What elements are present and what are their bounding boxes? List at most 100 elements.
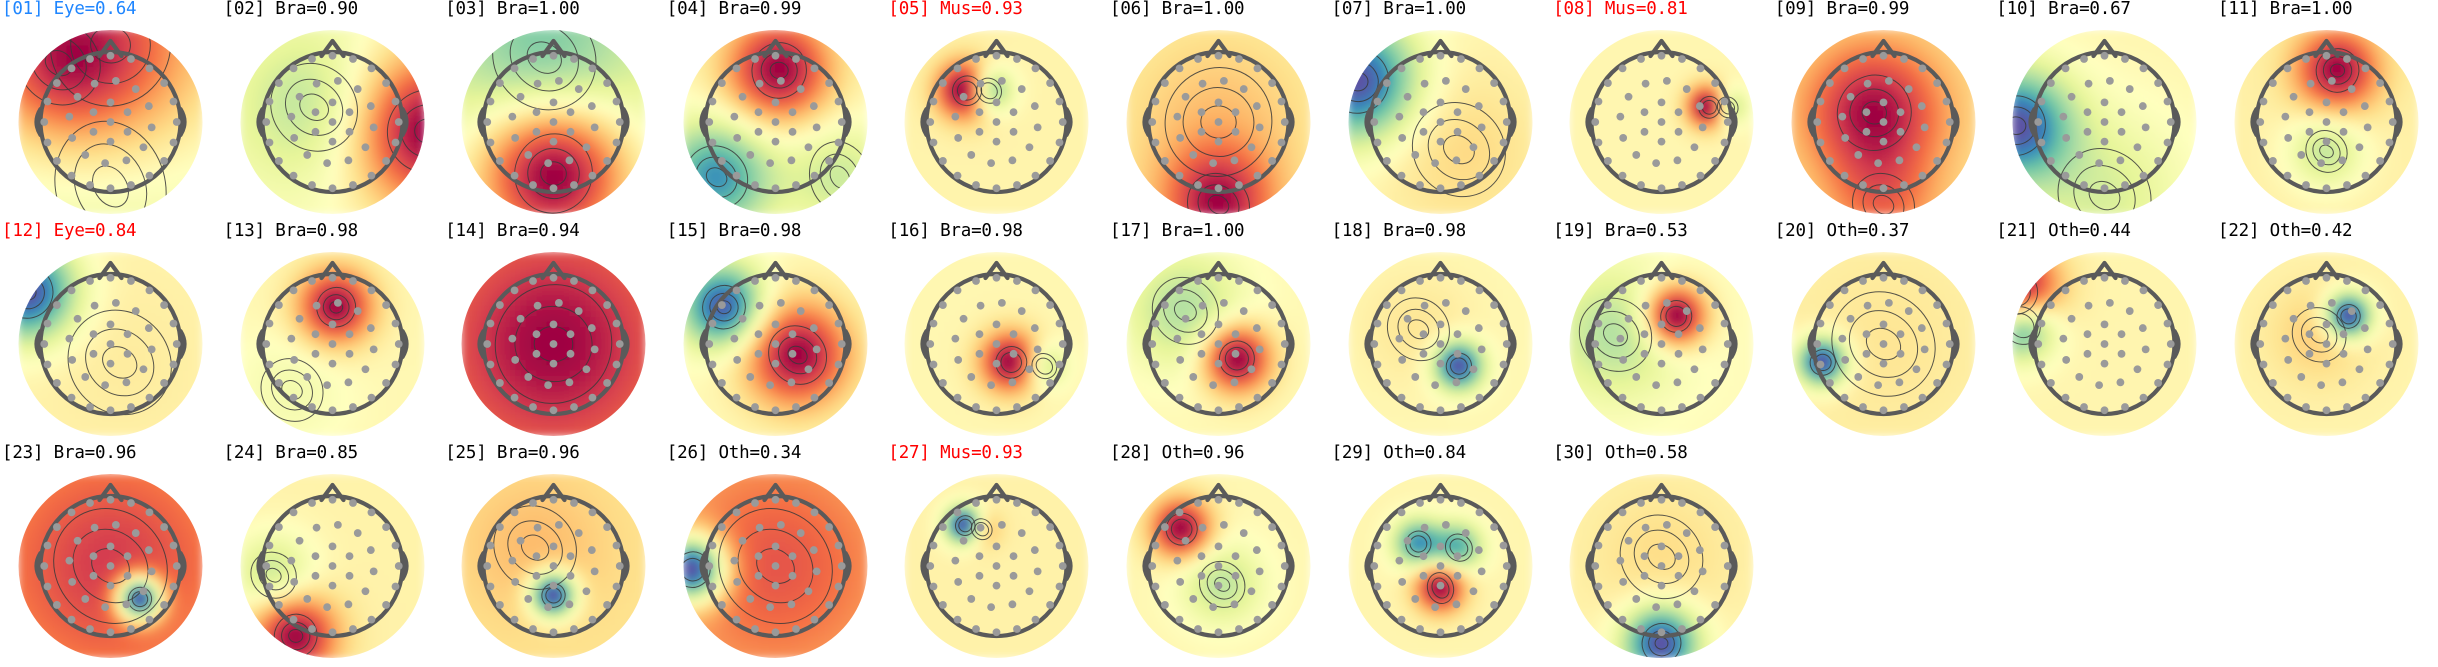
component-cell[interactable]: [29] Oth=0.84: [1330, 444, 1551, 666]
topomap[interactable]: [443, 464, 664, 664]
topomap[interactable]: [1773, 242, 1994, 442]
topomap[interactable]: [886, 20, 1107, 220]
topomap[interactable]: [2216, 20, 2437, 220]
topomap[interactable]: [886, 464, 1107, 664]
component-title: [13] Bra=0.98: [222, 222, 443, 242]
component-title: [14] Bra=0.94: [443, 222, 664, 242]
topomap[interactable]: [1773, 20, 1994, 220]
electrode-markers: [926, 51, 1068, 193]
electrode-markers: [1591, 51, 1732, 193]
electrode-markers: [483, 273, 624, 415]
topomap[interactable]: [665, 242, 886, 442]
component-cell[interactable]: [18] Bra=0.98: [1330, 222, 1551, 444]
topomap[interactable]: [1551, 242, 1772, 442]
topomap[interactable]: [1108, 242, 1329, 442]
topomap[interactable]: [0, 242, 221, 442]
electrode-markers: [1813, 51, 1954, 193]
topomap[interactable]: [1330, 242, 1551, 442]
topomap[interactable]: [0, 464, 221, 664]
topomap[interactable]: [1994, 242, 2215, 442]
component-cell[interactable]: [27] Mus=0.93: [886, 444, 1107, 666]
component-cell[interactable]: [14] Bra=0.94: [443, 222, 664, 444]
component-title: [18] Bra=0.98: [1330, 222, 1551, 242]
component-cell[interactable]: [19] Bra=0.53: [1551, 222, 1772, 444]
topomap[interactable]: [886, 242, 1107, 442]
component-cell[interactable]: [28] Oth=0.96: [1108, 444, 1329, 666]
topomap[interactable]: [222, 464, 443, 664]
electrode-markers: [1813, 273, 1954, 415]
component-title: [21] Oth=0.44: [1994, 222, 2215, 242]
component-title: [16] Bra=0.98: [886, 222, 1107, 242]
contour-lines: [955, 515, 994, 541]
component-cell[interactable]: [06] Bra=1.00: [1108, 0, 1329, 222]
component-cell[interactable]: [12] Eye=0.84: [0, 222, 221, 444]
component-title: [11] Bra=1.00: [2216, 0, 2437, 20]
component-cell[interactable]: [02] Bra=0.90: [222, 0, 443, 222]
topomap[interactable]: [1551, 464, 1772, 664]
electrode-markers: [40, 51, 181, 193]
component-title: [20] Oth=0.37: [1773, 222, 1994, 242]
component-cell[interactable]: [01] Eye=0.64: [0, 0, 221, 222]
component-cell[interactable]: [04] Bra=0.99: [665, 0, 886, 222]
component-cell[interactable]: [24] Bra=0.85: [222, 444, 443, 666]
topomap[interactable]: [1994, 20, 2215, 220]
electrode-markers: [40, 273, 181, 415]
electrode-markers: [483, 495, 624, 637]
component-title: [05] Mus=0.93: [886, 0, 1107, 20]
topomap[interactable]: [2216, 242, 2437, 442]
contour-lines: [1404, 530, 1473, 604]
component-title: [27] Mus=0.93: [886, 444, 1107, 464]
electrode-markers: [1148, 51, 1289, 193]
electrode-markers: [261, 51, 403, 193]
component-title: [17] Bra=1.00: [1108, 222, 1329, 242]
contour-lines: [493, 505, 578, 608]
component-cell[interactable]: [21] Oth=0.44: [1994, 222, 2215, 444]
component-title: [06] Bra=1.00: [1108, 0, 1329, 20]
contour-lines: [1165, 512, 1246, 608]
component-cell[interactable]: [07] Bra=1.00: [1330, 0, 1551, 222]
component-title: [02] Bra=0.90: [222, 0, 443, 20]
component-cell[interactable]: [10] Bra=0.67: [1994, 0, 2215, 222]
component-cell[interactable]: [26] Oth=0.34: [665, 444, 886, 666]
component-cell[interactable]: [15] Bra=0.98: [665, 222, 886, 444]
component-cell[interactable]: [13] Bra=0.98: [222, 222, 443, 444]
component-cell[interactable]: [16] Bra=0.98: [886, 222, 1107, 444]
topomap[interactable]: [1330, 464, 1551, 664]
topomap[interactable]: [1108, 20, 1329, 220]
topomap[interactable]: [443, 20, 664, 220]
component-title: [22] Oth=0.42: [2216, 222, 2437, 242]
topomap[interactable]: [222, 242, 443, 442]
component-cell[interactable]: [23] Bra=0.96: [0, 444, 221, 666]
component-cell[interactable]: [09] Bra=0.99: [1773, 0, 1994, 222]
component-cell[interactable]: [22] Oth=0.42: [2216, 222, 2437, 444]
component-cell[interactable]: [05] Mus=0.93: [886, 0, 1107, 222]
electrode-markers: [261, 495, 403, 637]
topomap[interactable]: [443, 242, 664, 442]
component-cell[interactable]: [11] Bra=1.00: [2216, 0, 2437, 222]
electrode-markers: [1148, 273, 1289, 415]
component-cell[interactable]: [30] Oth=0.58: [1551, 444, 1772, 666]
topomap[interactable]: [1330, 20, 1551, 220]
topomap[interactable]: [1551, 20, 1772, 220]
topomap[interactable]: [665, 20, 886, 220]
component-cell[interactable]: [03] Bra=1.00: [443, 0, 664, 222]
component-title: [24] Bra=0.85: [222, 444, 443, 464]
electrode-markers: [2256, 51, 2397, 193]
electrode-markers: [2034, 273, 2176, 415]
topomap[interactable]: [0, 20, 221, 220]
component-title: [23] Bra=0.96: [0, 444, 221, 464]
electrode-markers: [1591, 495, 1732, 637]
component-cell[interactable]: [17] Bra=1.00: [1108, 222, 1329, 444]
topomap[interactable]: [665, 464, 886, 664]
electrode-markers: [1369, 51, 1511, 193]
topomap[interactable]: [222, 20, 443, 220]
component-title: [26] Oth=0.34: [665, 444, 886, 464]
component-cell[interactable]: [08] Mus=0.81: [1551, 0, 1772, 222]
component-title: [07] Bra=1.00: [1330, 0, 1551, 20]
topomap[interactable]: [1108, 464, 1329, 664]
component-cell[interactable]: [20] Oth=0.37: [1773, 222, 1994, 444]
component-title: [08] Mus=0.81: [1551, 0, 1772, 20]
component-cell[interactable]: [25] Bra=0.96: [443, 444, 664, 666]
component-title: [10] Bra=0.67: [1994, 0, 2215, 20]
